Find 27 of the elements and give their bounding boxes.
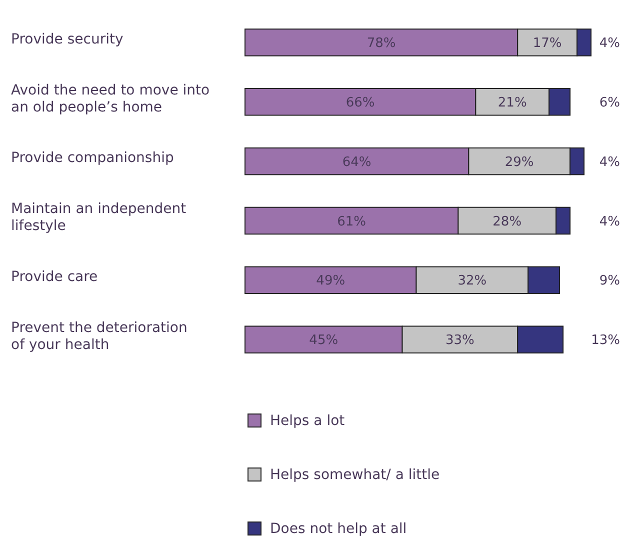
data-label: 28% bbox=[492, 214, 522, 230]
data-label: 17% bbox=[532, 36, 562, 51]
data-label: 9% bbox=[599, 274, 620, 289]
data-label: 29% bbox=[504, 154, 534, 170]
data-label: 78% bbox=[366, 36, 396, 51]
legend-label: Helps somewhat/ a little bbox=[270, 466, 440, 483]
data-label: 32% bbox=[458, 274, 487, 289]
data-label: 64% bbox=[342, 154, 372, 170]
data-label: 66% bbox=[346, 95, 375, 110]
data-label: 4% bbox=[599, 154, 620, 170]
y-tick-label: Avoid the need to move into an old people’s home bbox=[11, 82, 210, 116]
y-tick-label: Prevent the deterioration of your health bbox=[11, 320, 188, 353]
y-tick-label: Maintain an independent lifestyle bbox=[11, 201, 187, 234]
data-label: 33% bbox=[445, 333, 474, 348]
data-label: 49% bbox=[316, 274, 346, 289]
data-label: 4% bbox=[599, 36, 620, 51]
data-label: 6% bbox=[599, 95, 620, 110]
data-label: 13% bbox=[591, 333, 620, 348]
data-label: 21% bbox=[498, 95, 527, 110]
data-label: 4% bbox=[599, 214, 620, 230]
legend-label: Helps a lot bbox=[270, 412, 346, 429]
y-tick-label: Provide security bbox=[11, 31, 124, 48]
y-tick-label: Provide care bbox=[11, 269, 98, 286]
y-tick-label: Provide companionship bbox=[11, 150, 174, 166]
data-label: 45% bbox=[309, 333, 338, 348]
legend-label: Does not help at all bbox=[270, 520, 407, 537]
data-label: 61% bbox=[337, 214, 366, 230]
